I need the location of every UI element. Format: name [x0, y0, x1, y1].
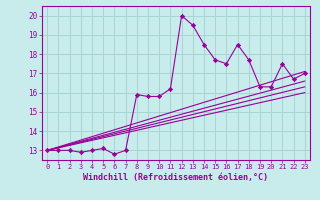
X-axis label: Windchill (Refroidissement éolien,°C): Windchill (Refroidissement éolien,°C)	[84, 173, 268, 182]
